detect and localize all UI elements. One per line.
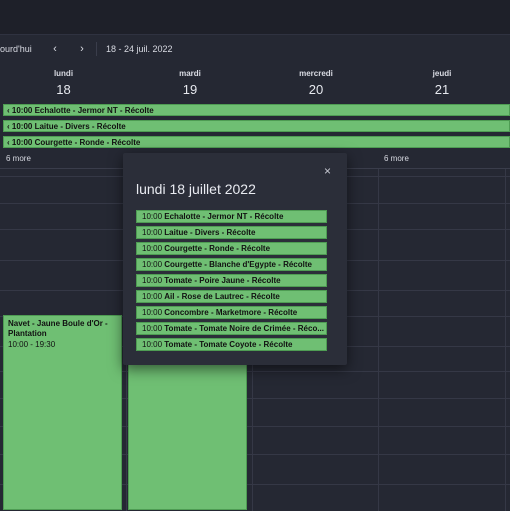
event-time: 10:00 xyxy=(142,308,163,317)
event-label: Tomate - Tomate Noire de Crimée - Réco..… xyxy=(164,324,325,333)
event-time: 10:00 xyxy=(142,244,163,253)
timed-event-block[interactable] xyxy=(128,355,247,510)
day-events-popover: × lundi 18 juillet 2022 10:00 Echalotte … xyxy=(123,153,347,365)
next-week-icon[interactable]: › xyxy=(80,43,84,55)
grid-line xyxy=(0,484,510,485)
calendar-toolbar: jourd'hui ‹ › 18 - 24 juil. 2022 xyxy=(0,34,510,63)
day-name: jeudi xyxy=(432,69,452,78)
popover-event[interactable]: 10:00 Courgette - Ronde - Récolte xyxy=(136,242,327,255)
event-hours: 10:00 - 19:30 xyxy=(8,340,56,349)
event-time: 10:00 xyxy=(142,276,163,285)
day-number: 20 xyxy=(308,82,324,97)
grid-column-divider xyxy=(505,169,506,511)
event-label: Tomate - Poire Jaune - Récolte xyxy=(164,276,281,285)
event-time: 10:00 xyxy=(142,340,163,349)
day-number: 19 xyxy=(182,82,198,97)
today-button[interactable]: jourd'hui xyxy=(0,44,32,54)
toolbar-divider xyxy=(96,42,97,56)
event-time: 10:00 xyxy=(142,228,163,237)
event-label: Courgette - Blanche d'Egypte - Récolte xyxy=(164,260,312,269)
popover-event[interactable]: 10:00 Tomate - Tomate Noire de Crimée - … xyxy=(136,322,327,335)
more-events-link[interactable]: 6 more xyxy=(384,154,409,163)
allday-event[interactable]: ‹ 10:00 Courgette - Ronde - Récolte xyxy=(3,136,510,148)
event-label: Ail - Rose de Lautrec - Récolte xyxy=(164,292,280,301)
event-label: Concombre - Marketmore - Récolte xyxy=(164,308,298,317)
grid-line xyxy=(0,398,510,399)
day-header-thursday[interactable]: jeudi 21 xyxy=(379,62,505,100)
timed-event-navet[interactable]: Navet - Jaune Boule d'Or - Plantation 10… xyxy=(3,315,122,510)
event-label: Echalotte - Jermor NT - Récolte xyxy=(164,212,284,221)
day-header-wednesday[interactable]: mercredi 20 xyxy=(253,62,379,100)
popover-event[interactable]: 10:00 Courgette - Blanche d'Egypte - Réc… xyxy=(136,258,327,271)
popover-title: lundi 18 juillet 2022 xyxy=(136,181,256,197)
allday-event[interactable]: ‹ 10:00 Echalotte - Jermor NT - Récolte xyxy=(3,104,510,116)
popover-event[interactable]: 10:00 Tomate - Poire Jaune - Récolte xyxy=(136,274,327,287)
popover-event[interactable]: 10:00 Laitue - Divers - Récolte xyxy=(136,226,327,239)
grid-line xyxy=(0,426,510,427)
grid-column-divider xyxy=(378,169,379,511)
day-header-monday[interactable]: lundi 18 xyxy=(0,62,127,100)
allday-event[interactable]: ‹ 10:00 Laitue - Divers - Récolte xyxy=(3,120,510,132)
event-time: 10:00 xyxy=(142,260,163,269)
grid-line xyxy=(0,371,510,372)
event-label: Laitue - Divers - Récolte xyxy=(164,228,256,237)
top-bar xyxy=(0,0,510,34)
event-title: Navet - Jaune Boule d'Or - Plantation xyxy=(8,319,108,338)
event-time: 10:00 xyxy=(142,324,163,333)
day-name: mardi xyxy=(179,69,201,78)
grid-line xyxy=(0,454,510,455)
close-icon[interactable]: × xyxy=(323,164,331,178)
day-number: 18 xyxy=(56,82,71,97)
more-events-link[interactable]: 6 more xyxy=(6,154,31,163)
popover-event[interactable]: 10:00 Tomate - Tomate Coyote - Récolte xyxy=(136,338,327,351)
popover-event[interactable]: 10:00 Concombre - Marketmore - Récolte xyxy=(136,306,327,319)
day-header-tuesday[interactable]: mardi 19 xyxy=(127,62,253,100)
event-label: Courgette - Ronde - Récolte xyxy=(164,244,271,253)
date-range-label: 18 - 24 juil. 2022 xyxy=(106,44,173,54)
day-name: lundi xyxy=(53,69,74,78)
event-time: 10:00 xyxy=(142,212,163,221)
day-number: 21 xyxy=(434,82,450,97)
event-time: 10:00 xyxy=(142,292,163,301)
popover-event[interactable]: 10:00 Ail - Rose de Lautrec - Récolte xyxy=(136,290,327,303)
prev-week-icon[interactable]: ‹ xyxy=(53,43,57,55)
day-name: mercredi xyxy=(299,69,333,78)
popover-event[interactable]: 10:00 Echalotte - Jermor NT - Récolte xyxy=(136,210,327,223)
event-label: Tomate - Tomate Coyote - Récolte xyxy=(164,340,293,349)
